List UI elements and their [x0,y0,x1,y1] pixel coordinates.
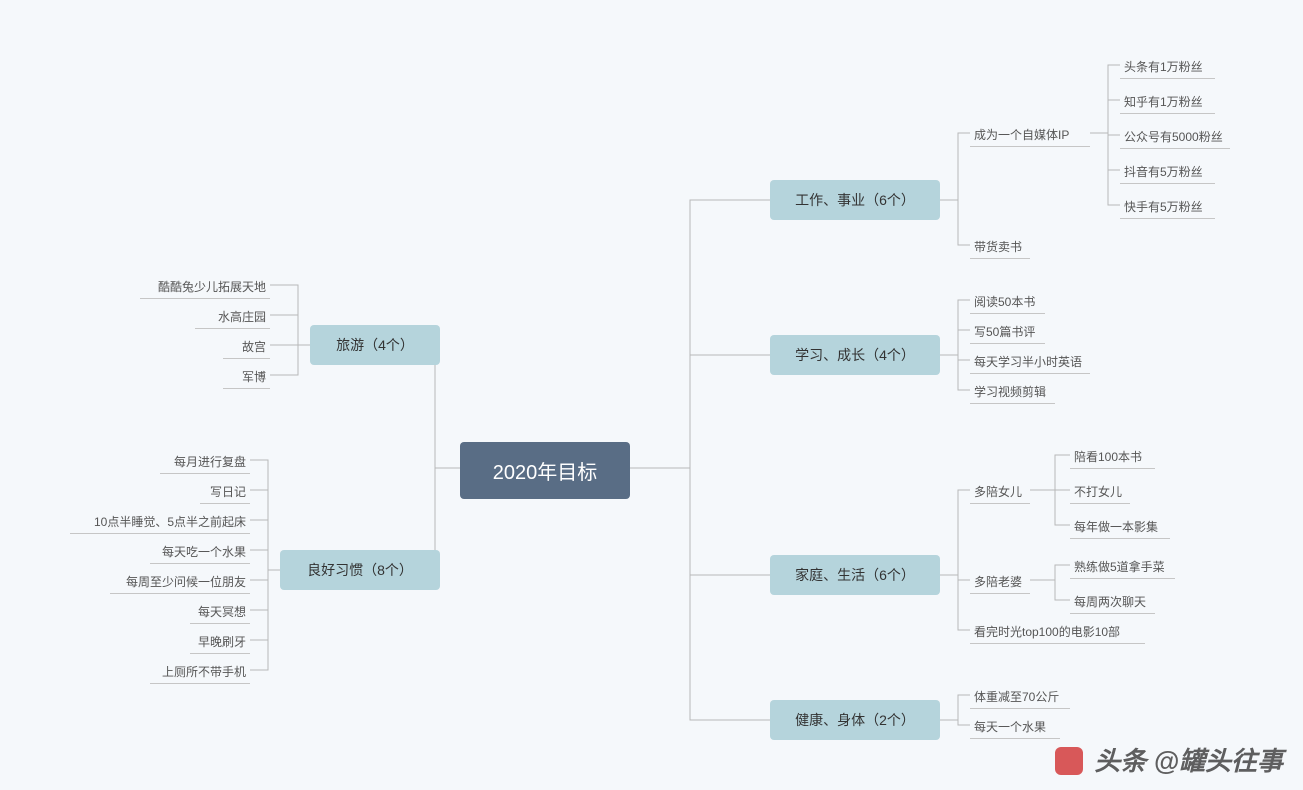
study-item-2[interactable]: 每天学习半小时英语 [970,350,1090,374]
work-ip-item-label-3: 抖音有5万粉丝 [1124,165,1203,179]
work-ip-item-label-2: 公众号有5000粉丝 [1124,130,1223,144]
travel-item-label-3: 军博 [242,370,266,384]
travel-item-2[interactable]: 故宫 [223,335,270,359]
habit-item-4[interactable]: 每周至少问候一位朋友 [110,570,250,594]
work-ip-item-4[interactable]: 快手有5万粉丝 [1120,195,1215,219]
root-node[interactable]: 2020年目标 [460,442,630,499]
family-sub-0[interactable]: 多陪女儿 [970,480,1030,504]
habit-item-label-1: 写日记 [210,485,246,499]
habit-item-label-6: 早晚刷牙 [198,635,246,649]
study-item-label-3: 学习视频剪辑 [974,385,1046,399]
work-sub-label-1: 带货卖书 [974,240,1022,254]
branch-family-label: 家庭、生活（6个） [795,567,915,583]
habit-item-0[interactable]: 每月进行复盘 [160,450,250,474]
study-item-label-2: 每天学习半小时英语 [974,355,1082,369]
work-ip-item-label-1: 知乎有1万粉丝 [1124,95,1203,109]
branch-work-label: 工作、事业（6个） [795,192,915,208]
health-item-label-0: 体重减至70公斤 [974,690,1059,704]
work-ip-item-label-0: 头条有1万粉丝 [1124,60,1203,74]
family-daughter-item-2[interactable]: 每年做一本影集 [1070,515,1170,539]
travel-item-0[interactable]: 酷酷兔少儿拓展天地 [140,275,270,299]
root-label: 2020年目标 [493,462,598,484]
branch-family[interactable]: 家庭、生活（6个） [770,555,940,595]
work-ip-item-2[interactable]: 公众号有5000粉丝 [1120,125,1230,149]
study-item-1[interactable]: 写50篇书评 [970,320,1045,344]
family-daughter-item-0[interactable]: 陪看100本书 [1070,445,1155,469]
branch-habits[interactable]: 良好习惯（8个） [280,550,440,590]
branch-travel[interactable]: 旅游（4个） [310,325,440,365]
family-sub-2[interactable]: 看完时光top100的电影10部 [970,620,1145,644]
habit-item-label-0: 每月进行复盘 [174,455,246,469]
habit-item-2[interactable]: 10点半睡觉、5点半之前起床 [70,510,250,534]
study-item-label-0: 阅读50本书 [974,295,1035,309]
health-item-label-1: 每天一个水果 [974,720,1046,734]
family-wife-item-label-0: 熟练做5道拿手菜 [1074,560,1165,574]
family-sub-label-0: 多陪女儿 [974,485,1022,499]
branch-study-label: 学习、成长（4个） [795,347,915,363]
watermark-logo-icon [1055,747,1083,775]
habit-item-label-3: 每天吃一个水果 [162,545,246,559]
branch-health-label: 健康、身体（2个） [795,712,915,728]
habit-item-1[interactable]: 写日记 [200,480,250,504]
branch-work[interactable]: 工作、事业（6个） [770,180,940,220]
study-item-3[interactable]: 学习视频剪辑 [970,380,1055,404]
habit-item-label-2: 10点半睡觉、5点半之前起床 [94,515,246,529]
health-item-0[interactable]: 体重减至70公斤 [970,685,1070,709]
study-item-label-1: 写50篇书评 [974,325,1035,339]
habit-item-label-7: 上厕所不带手机 [162,665,246,679]
family-daughter-item-1[interactable]: 不打女儿 [1070,480,1130,504]
travel-item-1[interactable]: 水高庄园 [195,305,270,329]
family-daughter-item-label-1: 不打女儿 [1074,485,1122,499]
watermark: 头条 @罐头往事 [1055,741,1283,778]
travel-item-label-1: 水高庄园 [218,310,266,324]
branch-health[interactable]: 健康、身体（2个） [770,700,940,740]
branch-travel-label: 旅游（4个） [336,337,414,353]
family-daughter-item-label-0: 陪看100本书 [1074,450,1142,464]
habit-item-label-4: 每周至少问候一位朋友 [126,575,246,589]
work-ip-item-label-4: 快手有5万粉丝 [1124,200,1203,214]
branch-habits-label: 良好习惯（8个） [307,562,413,578]
travel-item-label-0: 酷酷兔少儿拓展天地 [158,280,266,294]
family-wife-item-1[interactable]: 每周两次聊天 [1070,590,1155,614]
habit-item-3[interactable]: 每天吃一个水果 [150,540,250,564]
work-ip-item-3[interactable]: 抖音有5万粉丝 [1120,160,1215,184]
work-ip-item-1[interactable]: 知乎有1万粉丝 [1120,90,1215,114]
habit-item-5[interactable]: 每天冥想 [190,600,250,624]
study-item-0[interactable]: 阅读50本书 [970,290,1045,314]
travel-item-3[interactable]: 军博 [223,365,270,389]
health-item-1[interactable]: 每天一个水果 [970,715,1060,739]
family-wife-item-label-1: 每周两次聊天 [1074,595,1146,609]
family-sub-1[interactable]: 多陪老婆 [970,570,1030,594]
family-sub-label-1: 多陪老婆 [974,575,1022,589]
habit-item-7[interactable]: 上厕所不带手机 [150,660,250,684]
work-ip-item-0[interactable]: 头条有1万粉丝 [1120,55,1215,79]
habit-item-label-5: 每天冥想 [198,605,246,619]
watermark-text: 头条 @罐头往事 [1094,746,1283,776]
family-wife-item-0[interactable]: 熟练做5道拿手菜 [1070,555,1175,579]
work-sub-0[interactable]: 成为一个自媒体IP [970,123,1090,147]
work-sub-1[interactable]: 带货卖书 [970,235,1030,259]
family-daughter-item-label-2: 每年做一本影集 [1074,520,1158,534]
work-sub-label-0: 成为一个自媒体IP [974,128,1069,142]
branch-study[interactable]: 学习、成长（4个） [770,335,940,375]
family-sub-label-2: 看完时光top100的电影10部 [974,625,1120,639]
habit-item-6[interactable]: 早晚刷牙 [190,630,250,654]
travel-item-label-2: 故宫 [242,340,266,354]
